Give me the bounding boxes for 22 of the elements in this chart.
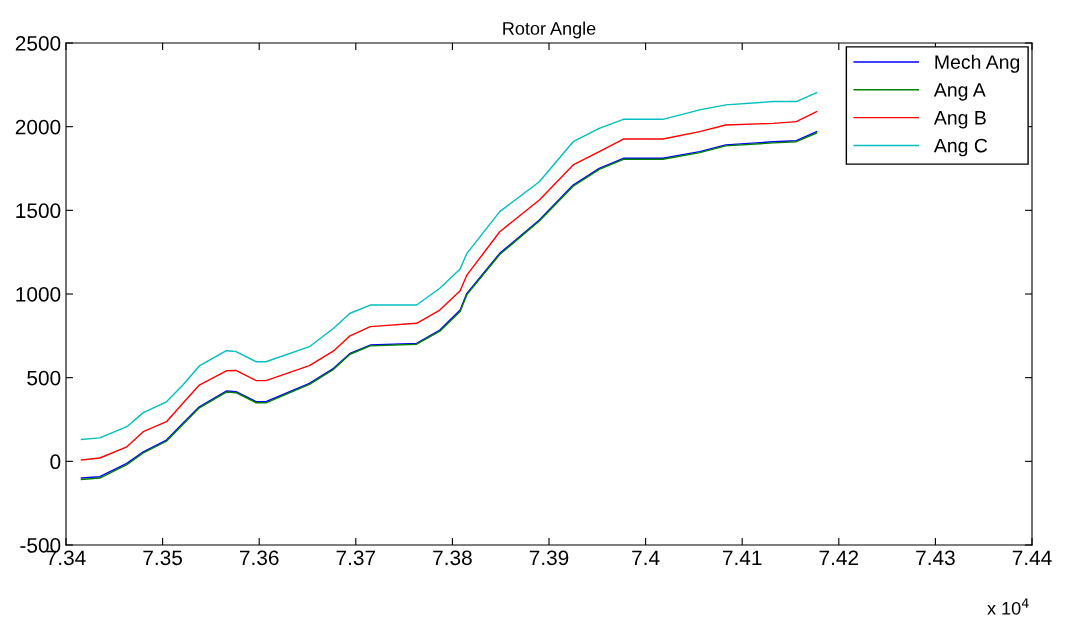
y-tick-label: 2500 — [15, 36, 61, 51]
x-tick-label: 7.42 — [819, 550, 859, 565]
x-tick-label: 7.41 — [723, 550, 762, 565]
x-tick-label: 7.38 — [433, 550, 472, 566]
y-tick-label: 500 — [27, 370, 61, 386]
legend-label: Mech Ang — [935, 54, 1020, 73]
y-tick-label: 1000 — [16, 287, 61, 302]
x-tick-label: 7.39 — [529, 550, 569, 566]
x-tick-label: 7.36 — [240, 550, 279, 566]
y-tick-label: 0 — [50, 454, 61, 470]
x-tick-label: 7.44 — [1012, 550, 1052, 565]
text: x 10$^{4}$ — [987, 598, 1029, 615]
legend-label: Ang A — [933, 83, 986, 101]
legend-label: Ang C — [933, 138, 988, 157]
chart-title: Rotor Angle — [503, 21, 596, 39]
x-tick-label: 7.37 — [336, 550, 376, 566]
x-tick-label: 7.4 — [632, 550, 660, 565]
y-tick-label: 2000 — [15, 119, 61, 135]
x-tick-label: 7.35 — [143, 550, 182, 566]
legend-label: Ang B — [933, 111, 986, 129]
x-tick-label: 7.43 — [916, 550, 955, 566]
y-tick-label: 1500 — [16, 203, 61, 219]
